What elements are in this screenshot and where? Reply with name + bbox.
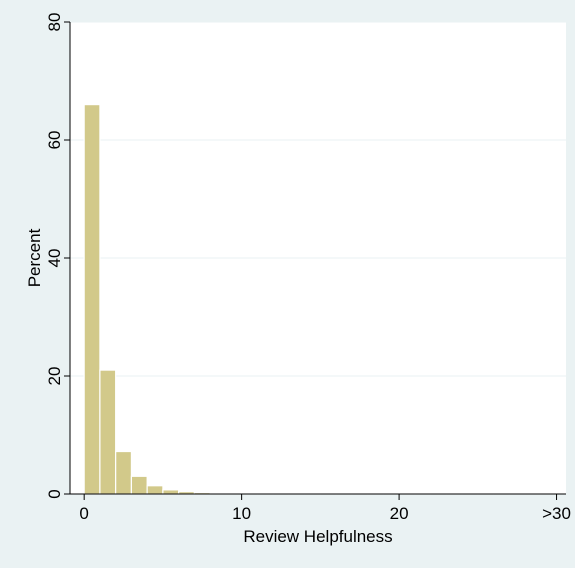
y-tick-label: 40 [45, 249, 64, 268]
x-tick-label: 0 [79, 504, 88, 523]
x-axis-ticks: 0 10 20 >30 [79, 494, 571, 523]
grid-lines [70, 21, 566, 377]
y-tick-label: 80 [45, 13, 64, 32]
y-axis-ticks: 0 20 40 60 80 [45, 13, 70, 499]
histogram-bar [146, 485, 164, 495]
y-axis-title: Percent [25, 228, 44, 287]
histogram-bar [162, 489, 180, 495]
x-tick-label: 20 [390, 504, 409, 523]
histogram-bar [99, 369, 117, 495]
x-tick-label: >30 [542, 504, 571, 523]
histogram-bars [83, 103, 558, 495]
y-tick-label: 20 [45, 367, 64, 386]
histogram-bar [115, 450, 133, 495]
histogram-bar [83, 103, 101, 495]
histogram-bar [130, 475, 148, 495]
x-tick-label: 10 [232, 504, 251, 523]
x-axis-title: Review Helpfulness [243, 527, 392, 546]
y-tick-label: 0 [45, 489, 64, 498]
y-tick-label: 60 [45, 131, 64, 150]
